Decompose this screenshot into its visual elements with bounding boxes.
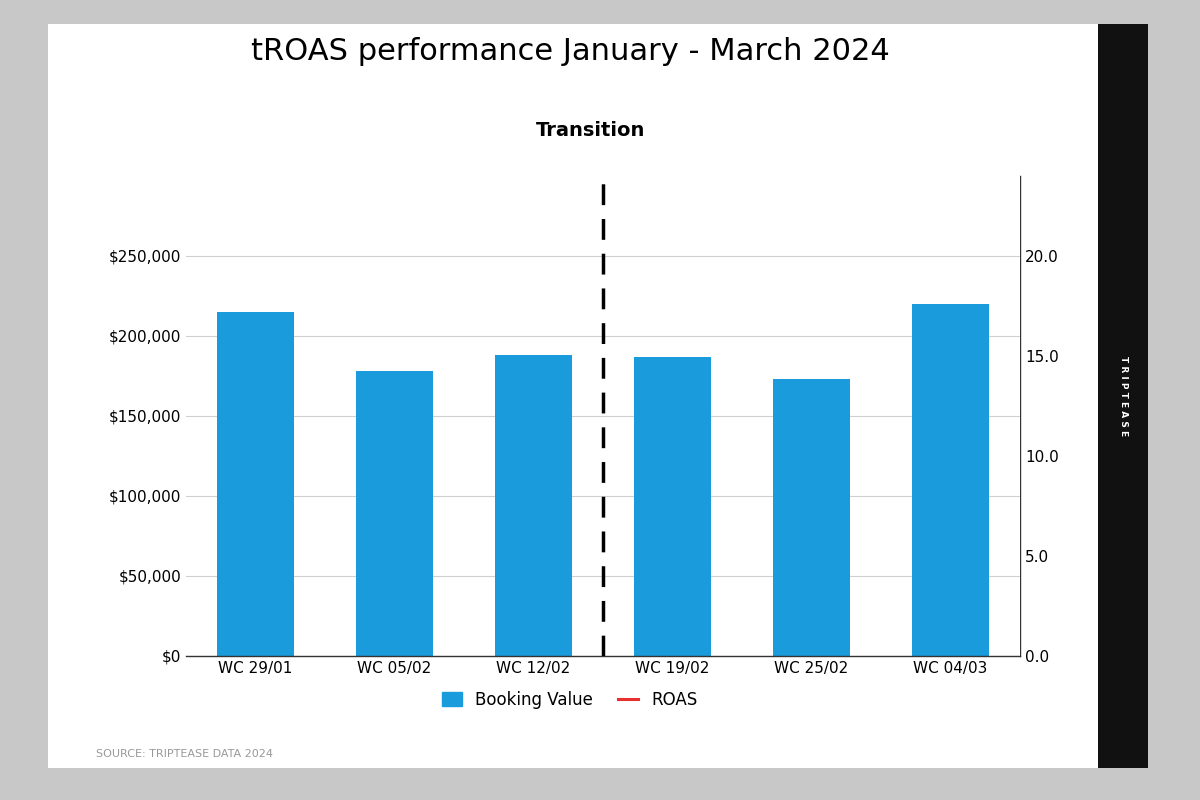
Bar [773, 379, 850, 656]
Text: T R I P T E A S E: T R I P T E A S E [1118, 356, 1128, 436]
Bar [217, 312, 294, 656]
Text: Transition: Transition [535, 121, 646, 140]
Text: SOURCE: TRIPTEASE DATA 2024: SOURCE: TRIPTEASE DATA 2024 [96, 749, 274, 758]
Legend: Booking Value, ROAS: Booking Value, ROAS [436, 684, 704, 716]
Bar [496, 355, 571, 656]
Bar [635, 357, 710, 656]
Bar [912, 304, 989, 656]
Text: tROAS performance January - March 2024: tROAS performance January - March 2024 [251, 38, 889, 66]
Bar [356, 371, 433, 656]
